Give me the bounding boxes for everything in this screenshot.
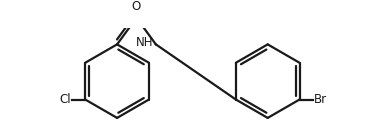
Text: O: O [132, 0, 141, 13]
Text: Cl: Cl [59, 93, 71, 106]
Text: NH: NH [135, 36, 153, 49]
Text: Br: Br [314, 93, 327, 106]
